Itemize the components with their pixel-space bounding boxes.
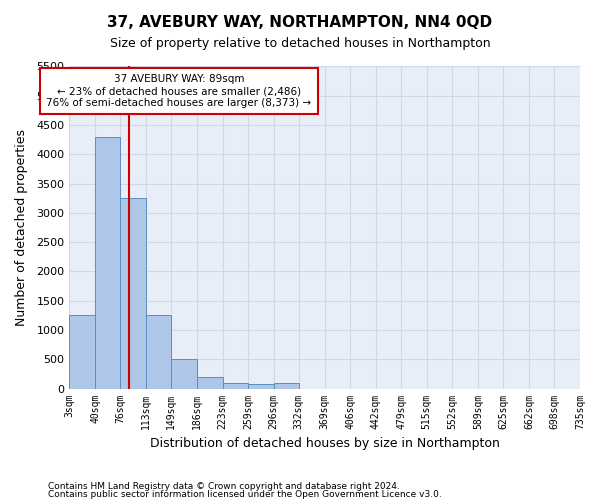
- Text: 37, AVEBURY WAY, NORTHAMPTON, NN4 0QD: 37, AVEBURY WAY, NORTHAMPTON, NN4 0QD: [107, 15, 493, 30]
- X-axis label: Distribution of detached houses by size in Northampton: Distribution of detached houses by size …: [150, 437, 500, 450]
- Text: Contains HM Land Registry data © Crown copyright and database right 2024.: Contains HM Land Registry data © Crown c…: [48, 482, 400, 491]
- Text: Contains public sector information licensed under the Open Government Licence v3: Contains public sector information licen…: [48, 490, 442, 499]
- Bar: [274, 382, 299, 388]
- Bar: [146, 316, 171, 388]
- Bar: [197, 377, 223, 388]
- Bar: [171, 360, 197, 388]
- Bar: [95, 137, 120, 388]
- Bar: [70, 316, 95, 388]
- Bar: [248, 384, 274, 388]
- Bar: [120, 198, 146, 388]
- Bar: [223, 382, 248, 388]
- Y-axis label: Number of detached properties: Number of detached properties: [15, 129, 28, 326]
- Text: 37 AVEBURY WAY: 89sqm
← 23% of detached houses are smaller (2,486)
76% of semi-d: 37 AVEBURY WAY: 89sqm ← 23% of detached …: [46, 74, 311, 108]
- Text: Size of property relative to detached houses in Northampton: Size of property relative to detached ho…: [110, 38, 490, 51]
